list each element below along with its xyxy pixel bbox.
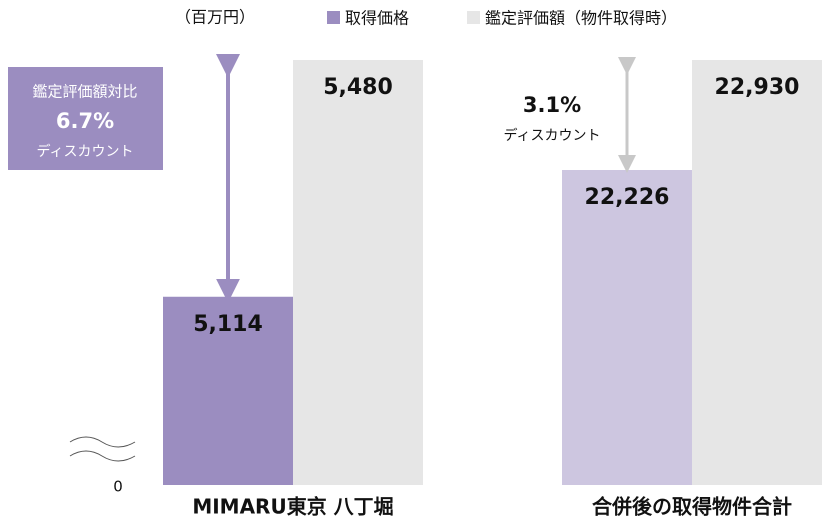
annotation-box [8, 67, 163, 170]
annotation-text: ディスカウント [36, 143, 133, 160]
bar [692, 60, 822, 485]
legend-label: 鑑定評価額（物件取得時） [485, 9, 677, 28]
legend-swatch [467, 11, 480, 24]
bar [293, 60, 423, 485]
bar [163, 296, 293, 485]
annotation-text: ディスカウント [503, 127, 600, 144]
x-label: 合併後の取得物件合計 [592, 495, 792, 519]
annotation-text: 6.7% [56, 109, 114, 133]
unit: （百万円） [175, 8, 255, 27]
value-label: 22,930 [715, 75, 800, 100]
annotation-text: 3.1% [523, 93, 581, 117]
legend-label: 取得価格 [345, 9, 409, 28]
x-label: MIMARU東京 八丁堀 [192, 495, 393, 519]
bar [562, 170, 692, 485]
value-label: 22,226 [585, 185, 670, 210]
value-label: 5,480 [323, 75, 393, 100]
value-label: 5,114 [193, 312, 263, 337]
axis-break [69, 436, 136, 462]
baseline-label: 0 [113, 478, 123, 496]
annotation-text: 鑑定評価額対比 [32, 83, 137, 101]
legend-swatch [327, 11, 340, 24]
